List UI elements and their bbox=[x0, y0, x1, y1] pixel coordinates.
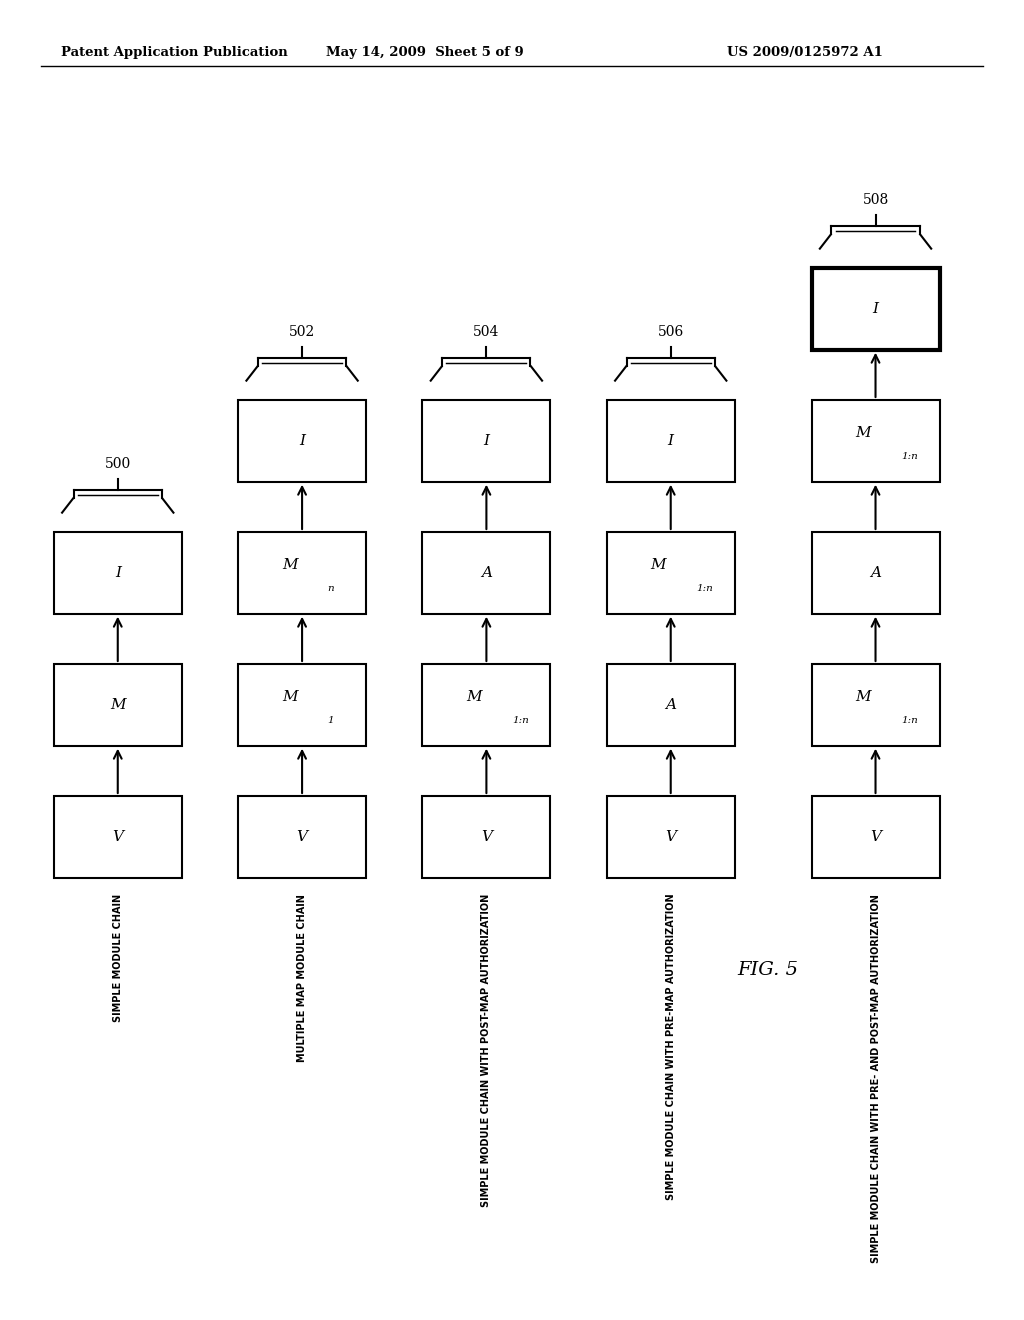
Text: M: M bbox=[466, 690, 482, 704]
Text: V: V bbox=[481, 830, 492, 843]
Bar bbox=[606, 796, 735, 878]
Bar bbox=[811, 268, 940, 350]
Text: SIMPLE MODULE CHAIN WITH PRE- AND POST-MAP AUTHORIZATION: SIMPLE MODULE CHAIN WITH PRE- AND POST-M… bbox=[870, 894, 881, 1262]
Text: 508: 508 bbox=[862, 193, 889, 207]
Text: V: V bbox=[666, 830, 676, 843]
Bar bbox=[811, 400, 940, 482]
Text: 504: 504 bbox=[473, 325, 500, 339]
Bar bbox=[606, 532, 735, 614]
Bar bbox=[238, 664, 367, 746]
Text: V: V bbox=[870, 830, 881, 843]
Text: US 2009/0125972 A1: US 2009/0125972 A1 bbox=[727, 46, 883, 59]
Bar bbox=[422, 532, 551, 614]
Bar bbox=[422, 796, 551, 878]
Text: n: n bbox=[328, 585, 334, 593]
Text: A: A bbox=[870, 566, 881, 579]
Text: M: M bbox=[282, 558, 298, 572]
Bar bbox=[811, 664, 940, 746]
Bar bbox=[606, 400, 735, 482]
Text: A: A bbox=[666, 698, 676, 711]
Text: M: M bbox=[282, 690, 298, 704]
Bar bbox=[422, 664, 551, 746]
Text: I: I bbox=[299, 434, 305, 447]
Text: SIMPLE MODULE CHAIN: SIMPLE MODULE CHAIN bbox=[113, 894, 123, 1022]
Bar bbox=[606, 664, 735, 746]
Text: M: M bbox=[855, 426, 871, 440]
Text: 500: 500 bbox=[104, 457, 131, 471]
Text: V: V bbox=[113, 830, 123, 843]
Text: I: I bbox=[668, 434, 674, 447]
Text: Patent Application Publication: Patent Application Publication bbox=[61, 46, 288, 59]
Text: I: I bbox=[872, 302, 879, 315]
Bar bbox=[811, 796, 940, 878]
Bar bbox=[238, 532, 367, 614]
Bar bbox=[422, 400, 551, 482]
Bar bbox=[238, 796, 367, 878]
Bar bbox=[54, 664, 182, 746]
Bar bbox=[54, 796, 182, 878]
Text: MULTIPLE MAP MODULE CHAIN: MULTIPLE MAP MODULE CHAIN bbox=[297, 894, 307, 1061]
Text: 506: 506 bbox=[657, 325, 684, 339]
Text: 1:n: 1:n bbox=[512, 717, 528, 725]
Text: A: A bbox=[481, 566, 492, 579]
Text: 1:n: 1:n bbox=[696, 585, 713, 593]
Text: I: I bbox=[483, 434, 489, 447]
Text: I: I bbox=[115, 566, 121, 579]
Text: M: M bbox=[110, 698, 126, 711]
Text: V: V bbox=[297, 830, 307, 843]
Text: 1:n: 1:n bbox=[901, 453, 918, 461]
Text: SIMPLE MODULE CHAIN WITH PRE-MAP AUTHORIZATION: SIMPLE MODULE CHAIN WITH PRE-MAP AUTHORI… bbox=[666, 894, 676, 1200]
Bar bbox=[238, 400, 367, 482]
Text: 1:n: 1:n bbox=[901, 717, 918, 725]
Text: 502: 502 bbox=[289, 325, 315, 339]
Text: May 14, 2009  Sheet 5 of 9: May 14, 2009 Sheet 5 of 9 bbox=[326, 46, 524, 59]
Bar bbox=[54, 532, 182, 614]
Text: M: M bbox=[650, 558, 667, 572]
Bar bbox=[811, 532, 940, 614]
Text: FIG. 5: FIG. 5 bbox=[737, 961, 799, 979]
Text: M: M bbox=[855, 690, 871, 704]
Text: SIMPLE MODULE CHAIN WITH POST-MAP AUTHORIZATION: SIMPLE MODULE CHAIN WITH POST-MAP AUTHOR… bbox=[481, 894, 492, 1206]
Text: 1: 1 bbox=[328, 717, 334, 725]
